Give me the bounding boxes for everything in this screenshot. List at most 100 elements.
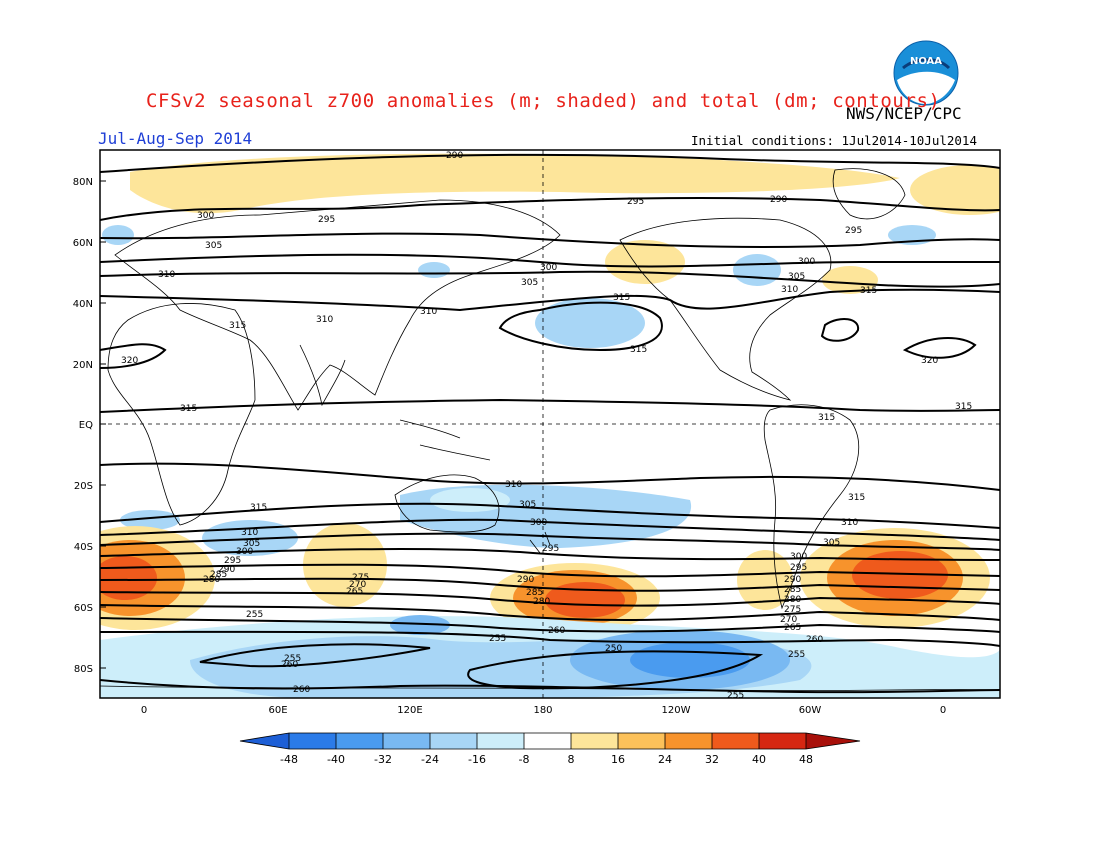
contour-label: 320 [121,356,138,366]
lon-label: 60W [799,705,822,716]
contour-label: 315 [613,293,630,303]
logo-text: NOAA [910,56,942,67]
contour-label: 315 [860,286,877,296]
contour-label: 255 [788,650,805,660]
colorbar-tick: -8 [519,753,530,766]
contour-label: 310 [781,285,798,295]
contour-label: 255 [246,610,263,620]
contour-label: 305 [788,272,805,282]
contour-label: 305 [519,500,536,510]
contour-label: 290 [446,151,463,161]
lon-label: 0 [940,705,946,716]
contour-label: 275 [352,573,369,583]
contour-label: 315 [180,404,197,414]
contour-label: 290 [784,575,801,585]
contour-label: 265 [346,587,363,597]
lat-label: 20N [73,360,93,371]
colorbar [239,732,861,750]
contour-label: 315 [818,413,835,423]
height-contours [100,153,1000,694]
contour-label: 315 [229,321,246,331]
grid-lines [100,150,1000,698]
contour-label: 260 [281,660,298,670]
contour-label: 305 [243,539,260,549]
contour-label: 290 [770,195,787,205]
latitude-ticks [100,180,106,669]
chart-title: CFSv2 seasonal z700 anomalies (m; shaded… [146,90,941,112]
contour-label: 255 [489,634,506,644]
contour-label: 315 [250,503,267,513]
colorbar-tick: -32 [374,753,392,766]
agency-label: NWS/NCEP/CPC [846,104,962,123]
lon-label: 0 [141,705,147,716]
contour-label: 295 [627,197,644,207]
colorbar-ticks: -48 -40 -32 -24 -16 -8 8 16 24 32 40 48 [280,753,813,766]
contour-label: 270 [349,580,366,590]
contour-label: 260 [293,685,310,695]
contour-label: 285 [210,570,227,580]
contour-label: 315 [630,345,647,355]
colorbar-tick: 32 [705,753,719,766]
contour-label: 295 [224,556,241,566]
contour-label: 260 [548,626,565,636]
contour-label: 305 [521,278,538,288]
contour-label: 300 [798,257,815,267]
lat-label: 80S [74,664,93,675]
colorbar-tick: -16 [468,753,486,766]
contour-labels: 290 300 295 295 290 305 295 300 300 310 … [121,151,972,701]
colorbar-tick: -24 [421,753,439,766]
colorbar-tick: 24 [658,753,672,766]
contour-label: 265 [784,623,801,633]
colorbar-tick: 48 [799,753,813,766]
contour-label: 260 [806,635,823,645]
latitude-axis: 80N 60N 40N 20N EQ 20S 40S 60S 80S [73,177,93,675]
lat-label: 80N [73,177,93,188]
lat-label: 60N [73,238,93,249]
contour-label: 295 [790,563,807,573]
contour-label: 310 [420,307,437,317]
noaa-logo-icon: NOAA [893,40,959,106]
contour-label: 280 [203,575,220,585]
contour-label: 290 [218,565,235,575]
contour-label: 300 [197,211,214,221]
contour-label: 270 [780,615,797,625]
contour-label: 300 [236,547,253,557]
contour-label: 300 [790,552,807,562]
colorbar-tick: 8 [568,753,575,766]
contour-label: 315 [848,493,865,503]
contour-label: 310 [316,315,333,325]
lat-label: EQ [79,420,93,431]
lon-label: 120E [397,705,422,716]
colorbar-tick: -48 [280,753,298,766]
contour-label: 315 [955,402,972,412]
contour-label: 275 [784,605,801,615]
colorbar-tick: 16 [611,753,625,766]
contour-label: 285 [526,588,543,598]
contour-label: 310 [841,518,858,528]
contour-label: 280 [784,595,801,605]
initial-conditions: Initial conditions: 1Jul2014-10Jul2014 [691,133,977,148]
contour-label: 300 [530,518,547,528]
lat-label: 40N [73,299,93,310]
contour-label: 310 [241,528,258,538]
lat-label: 60S [74,603,93,614]
contour-label: 295 [845,226,862,236]
contour-label: 255 [284,654,301,664]
colorbar-tick: -40 [327,753,345,766]
contour-label: 290 [517,575,534,585]
contour-label: 285 [784,585,801,595]
contour-label: 305 [823,538,840,548]
contour-label: 320 [921,356,938,366]
forecast-period: Jul-Aug-Sep 2014 [98,129,253,148]
contour-label: 310 [158,270,175,280]
lat-label: 40S [74,542,93,553]
colorbar-tick: 40 [752,753,766,766]
contour-label: 280 [533,597,550,607]
lon-label: 180 [533,705,552,716]
contour-label: 295 [318,215,335,225]
contour-label: 295 [542,544,559,554]
contour-label: 300 [540,263,557,273]
lon-label: 60E [268,705,287,716]
contour-label: 250 [605,644,622,654]
